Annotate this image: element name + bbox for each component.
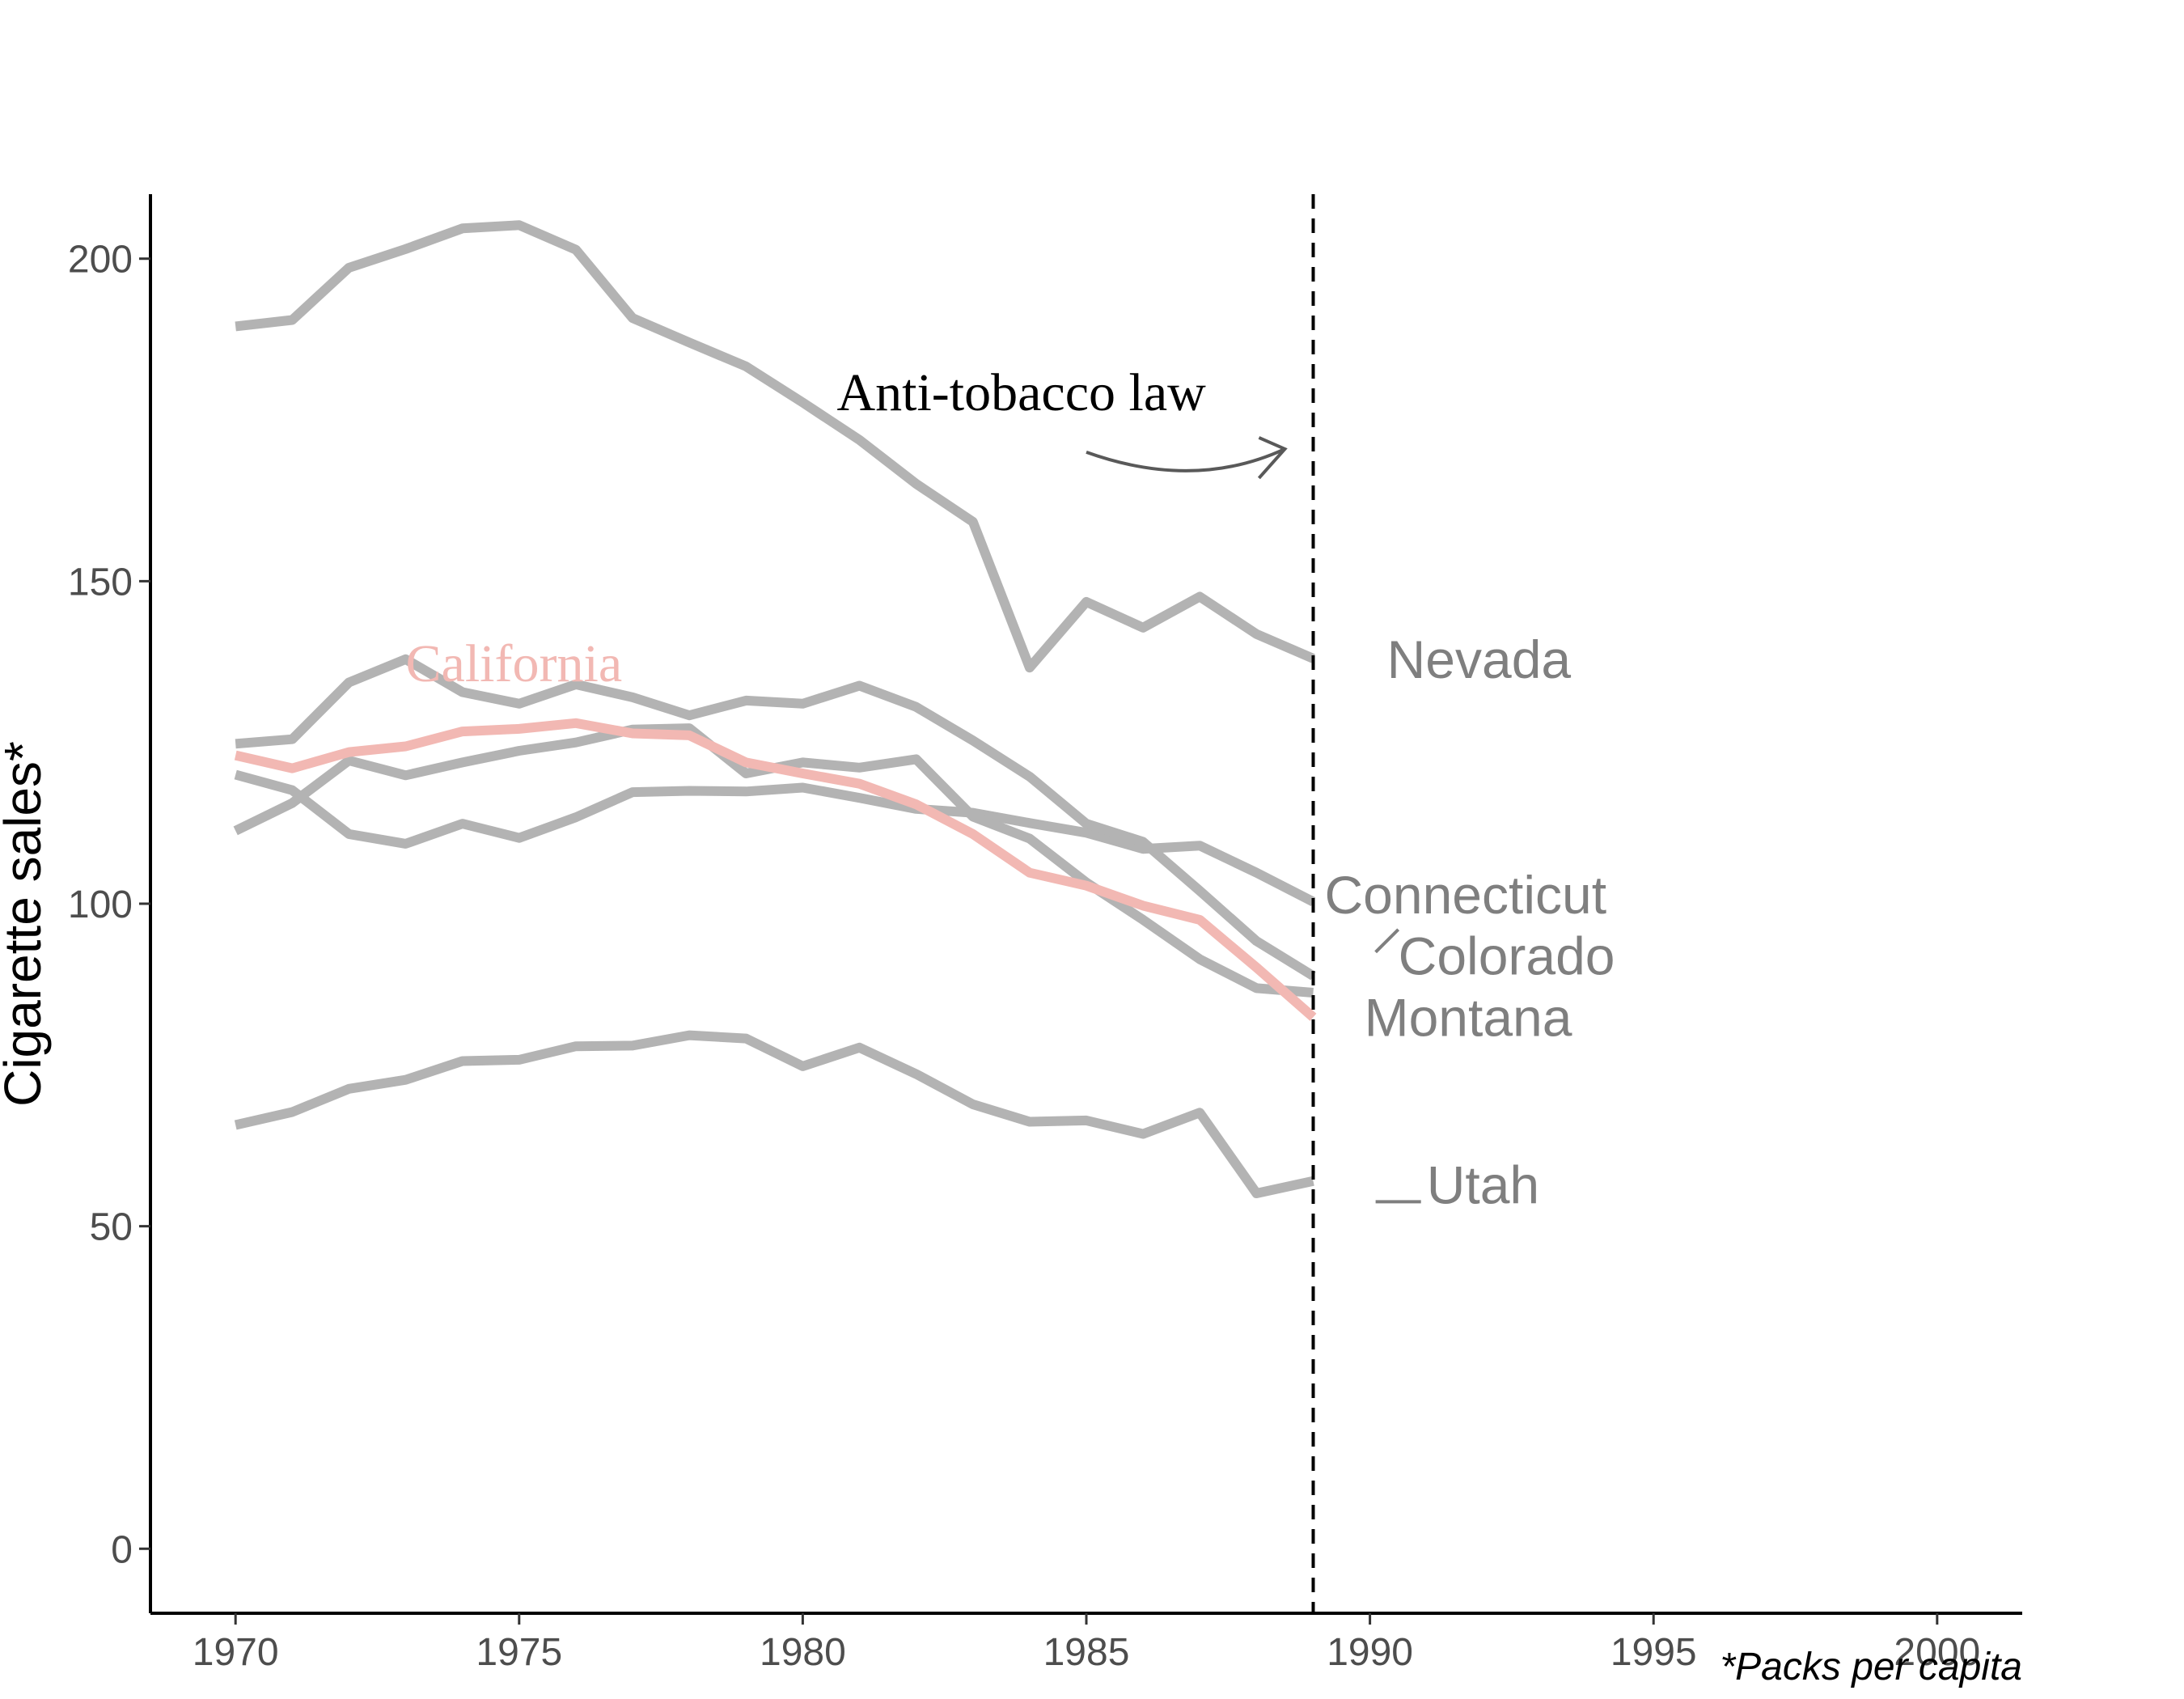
chart-caption: *Packs per capita [1720,1646,2022,1688]
y-tick-label: 50 [90,1206,133,1249]
axes: 0 50 100 150 200 1970 1975 1980 1985 1990 1995 2000 [68,194,2022,1674]
series-line-colorado [235,654,1316,981]
y-tick-label: 200 [68,239,133,282]
x-tick-label: 1995 [1610,1631,1697,1674]
series-line-california [234,718,1317,1021]
y-tick-label: 0 [111,1528,133,1571]
annotation-arrow [1086,447,1286,472]
leader-connecticut [1374,928,1400,954]
series-line-connecticut [234,769,1316,906]
arrowhead-icon [1257,436,1288,480]
x-tick-label: 1990 [1327,1631,1413,1674]
label-nevada: Nevada [1387,629,1572,689]
series-lines [233,220,1317,1198]
y-tick-label: 100 [68,883,133,926]
x-tick-label: 1970 [193,1631,279,1674]
series-line-nevada [235,220,1315,673]
label-california: California [406,634,623,693]
label-montana: Montana [1365,987,1572,1047]
y-tick-label: 150 [68,561,133,604]
x-tick-label: 1980 [760,1631,846,1674]
x-tick-label: 1975 [476,1631,562,1674]
label-utah: Utah [1427,1155,1539,1215]
label-colorado: Colorado [1399,926,1615,986]
label-connecticut: Connecticut [1325,865,1607,925]
y-axis-label: Cigarette sales* [0,741,52,1107]
series-line-utah [234,1030,1314,1198]
x-tick-label: 1985 [1043,1631,1130,1674]
annotation: Anti-tobacco law [836,363,1288,480]
x-tick-label: 2000 [1894,1631,1980,1674]
series-labels: Nevada Connecticut Colorado Montana Utah… [406,629,1615,1215]
annotation-text: Anti-tobacco law [836,363,1206,422]
